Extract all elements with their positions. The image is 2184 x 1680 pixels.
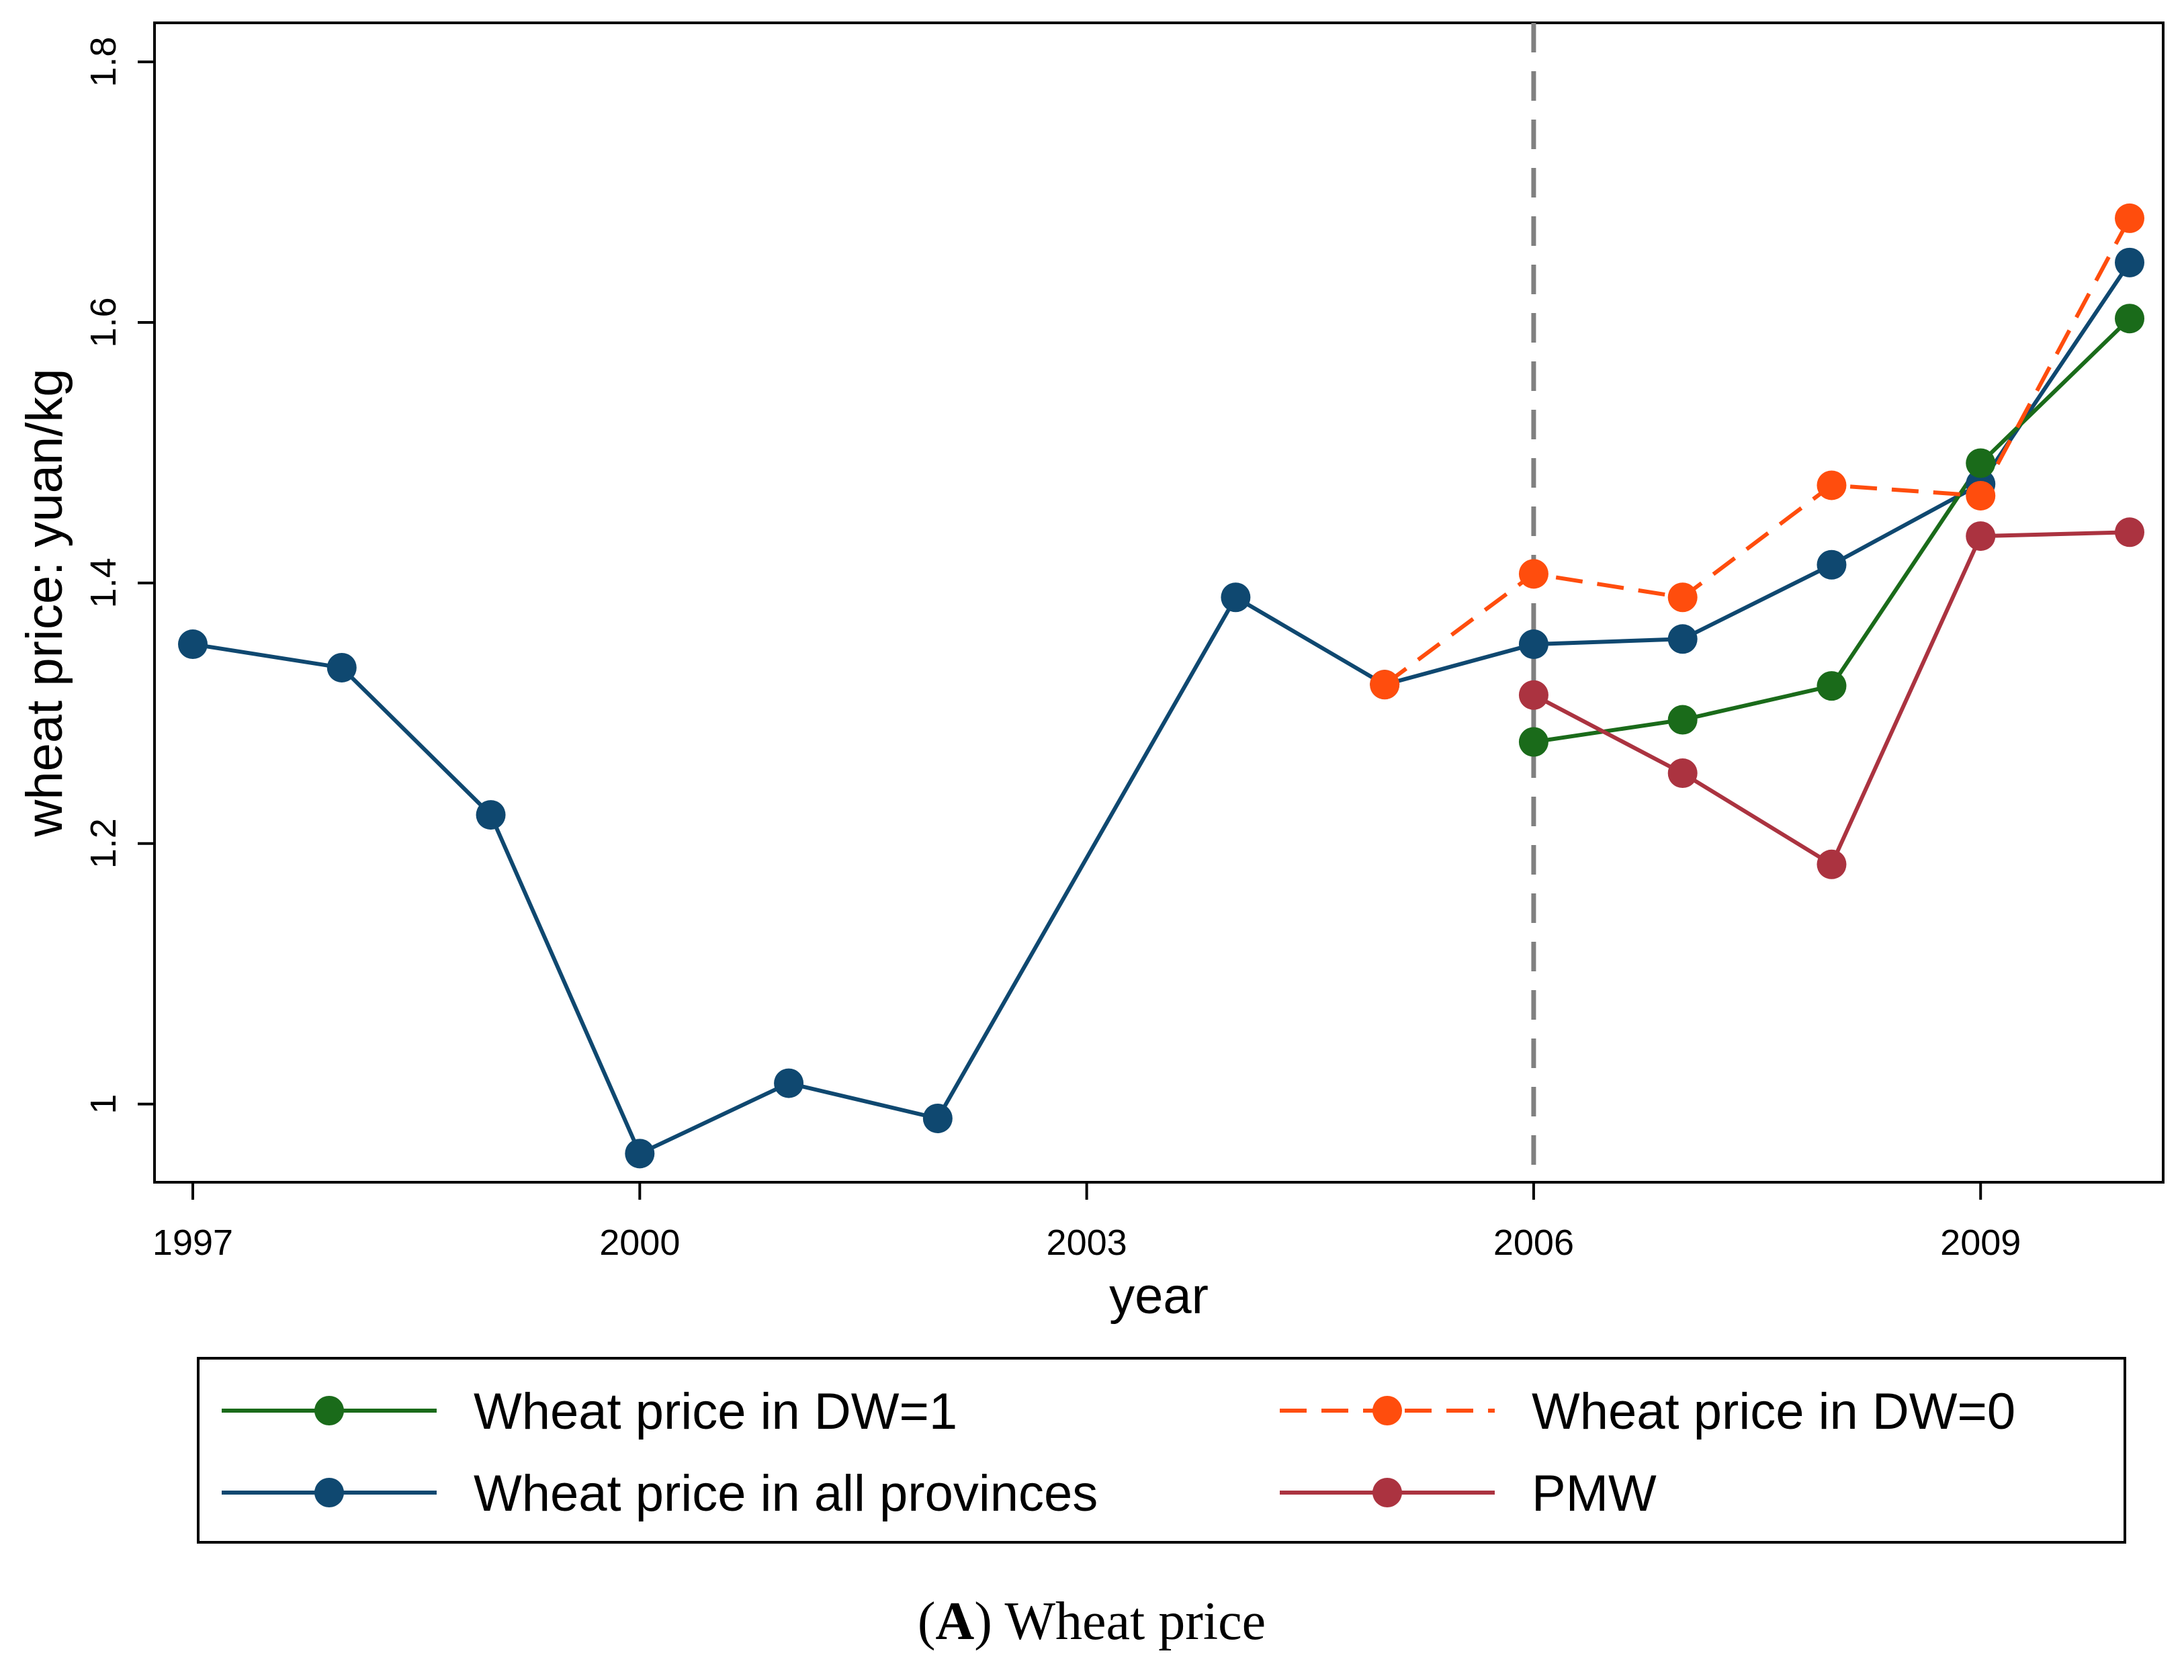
legend-item-wheat-price-in-dw-0: Wheat price in DW=0 [1280, 1383, 2015, 1440]
data-point-wheat-price-in-all-provinces [625, 1139, 655, 1169]
legend-label: Wheat price in DW=0 [1532, 1383, 2015, 1440]
data-point-wheat-price-in-all-provinces [2115, 247, 2144, 277]
data-point-wheat-price-in-dw-0 [1966, 480, 1996, 511]
data-point-wheat-price-in-dw-1 [2115, 304, 2144, 334]
series-line-wheat-price-in-all-provinces [192, 261, 2132, 1156]
x-axis: 1997 2000 2003 2006 2009 [152, 1182, 2021, 1263]
y-tick-label: 1.2 [83, 818, 124, 869]
caption-close-paren: ) [974, 1592, 992, 1651]
x-tick-label: 2009 [1940, 1223, 2021, 1263]
legend-marker-swatch [314, 1478, 344, 1507]
data-point-pmw [1966, 521, 1996, 551]
x-tick-label: 2006 [1493, 1223, 1574, 1263]
legend-item-wheat-price-in-all-provinces: Wheat price in all provinces [222, 1465, 1098, 1522]
data-point-wheat-price-in-all-provinces [476, 800, 506, 830]
data-point-wheat-price-in-all-provinces [922, 1103, 953, 1133]
data-point-wheat-price-in-dw-0 [1667, 582, 1698, 613]
x-tick-label: 1997 [152, 1223, 233, 1263]
data-point-wheat-price-in-dw-1 [1518, 727, 1548, 757]
data-point-pmw [1518, 680, 1548, 710]
series-layer [178, 203, 2144, 1169]
legend-items: Wheat price in DW=1 Wheat price in DW=0 Wh… [222, 1383, 2015, 1522]
data-point-wheat-price-in-all-provinces [1518, 629, 1548, 660]
legend-marker-swatch [314, 1396, 344, 1425]
data-point-wheat-price-in-all-provinces [774, 1068, 804, 1098]
legend-box [197, 1357, 2126, 1544]
series-line-wheat-price-in-dw-0 [1383, 217, 2132, 687]
legend: Wheat price in DW=1 Wheat price in DW=0 Wh… [197, 1357, 2126, 1544]
data-point-wheat-price-in-dw-0 [1518, 559, 1548, 589]
data-point-wheat-price-in-all-provinces [326, 652, 357, 682]
plot-frame [153, 21, 2165, 1184]
figure-caption: (A) Wheat price [918, 1592, 1266, 1651]
data-point-wheat-price-in-dw-0 [2115, 203, 2144, 233]
legend-item-pmw: PMW [1280, 1465, 1657, 1522]
legend-label: Wheat price in all provinces [474, 1465, 1098, 1522]
caption-open-paren: ( [918, 1592, 936, 1651]
legend-marker-swatch [1372, 1396, 1402, 1425]
data-point-wheat-price-in-all-provinces [1817, 549, 1847, 580]
y-axis-title: wheat price: yuan/kg [16, 368, 73, 837]
legend-item-wheat-price-in-dw-1: Wheat price in DW=1 [222, 1383, 957, 1440]
data-point-wheat-price-in-dw-0 [1817, 470, 1847, 500]
legend-label: PMW [1532, 1465, 1657, 1522]
data-point-wheat-price-in-dw-0 [1370, 670, 1400, 700]
legend-marker-swatch [1372, 1478, 1402, 1507]
data-point-wheat-price-in-dw-1 [1966, 448, 1996, 478]
data-point-wheat-price-in-all-provinces [1667, 624, 1698, 654]
legend-label: Wheat price in DW=1 [474, 1383, 957, 1440]
y-axis: 1 1.2 1.4 1.6 1.8 [83, 37, 155, 1114]
y-tick-label: 1.4 [83, 558, 124, 608]
caption-text: Wheat price [992, 1592, 1266, 1651]
data-point-wheat-price-in-all-provinces [1221, 582, 1251, 613]
data-point-wheat-price-in-all-provinces [178, 629, 208, 660]
y-tick-label: 1 [83, 1094, 124, 1114]
caption-label: A [936, 1592, 975, 1651]
y-tick-label: 1.6 [83, 298, 124, 348]
y-tick-label: 1.8 [83, 37, 124, 87]
x-tick-label: 2003 [1047, 1223, 1127, 1263]
data-point-wheat-price-in-dw-1 [1667, 705, 1698, 735]
data-point-pmw [1817, 849, 1847, 879]
x-tick-label: 2000 [599, 1223, 680, 1263]
data-point-pmw [2115, 517, 2144, 547]
x-axis-title: year [1109, 1268, 1209, 1325]
data-point-pmw [1667, 758, 1698, 789]
data-point-wheat-price-in-dw-1 [1817, 671, 1847, 701]
